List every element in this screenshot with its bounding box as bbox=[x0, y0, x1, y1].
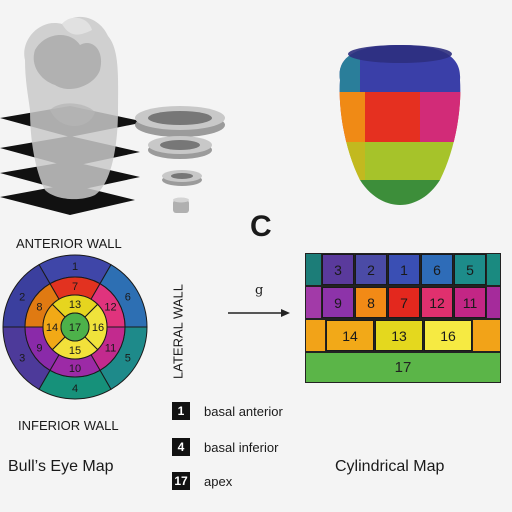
cyl-cell-12: 12 bbox=[421, 287, 453, 318]
cyl-cell-14: 14 bbox=[326, 320, 374, 351]
cyl-row-apical: 14 13 16 bbox=[306, 320, 500, 351]
panel-letter: C bbox=[250, 210, 272, 243]
bullseye-label-8: 8 bbox=[36, 302, 42, 314]
cyl-cell-9: 9 bbox=[322, 287, 354, 318]
legend-key: 1 bbox=[172, 402, 190, 420]
heart-mesh bbox=[24, 16, 119, 200]
cyl-cell-edge bbox=[487, 254, 500, 285]
cyl-cell-edge bbox=[473, 320, 500, 351]
bullseye-label-2: 2 bbox=[19, 292, 25, 304]
bullseye-label-14: 14 bbox=[46, 322, 58, 334]
legend-text: basal inferior bbox=[204, 440, 279, 455]
cyl-cell-edge bbox=[306, 287, 321, 318]
legend-key: 17 bbox=[172, 472, 190, 490]
cylindrical-caption: Cylindrical Map bbox=[335, 458, 445, 475]
cyl-cell-1: 1 bbox=[388, 254, 420, 285]
cyl-cell-2: 2 bbox=[355, 254, 387, 285]
cyl-cell-edge bbox=[487, 287, 500, 318]
bullseye-label-4: 4 bbox=[72, 383, 78, 395]
legend-item: 4 basal inferior bbox=[172, 438, 372, 458]
cyl-cell-3: 3 bbox=[322, 254, 354, 285]
cyl-cell-5: 5 bbox=[454, 254, 486, 285]
bullseye-label-15: 15 bbox=[69, 345, 81, 357]
bullseye-label-9: 9 bbox=[36, 343, 42, 355]
bullseye-label-16: 16 bbox=[92, 322, 104, 334]
cyl-cell-8: 8 bbox=[355, 287, 387, 318]
legend-item: 1 basal anterior bbox=[172, 402, 372, 422]
bullseye-label-17: 17 bbox=[69, 322, 81, 334]
bullseye-label-1: 1 bbox=[72, 261, 78, 273]
cyl-row-mid: 9 8 7 12 11 bbox=[306, 287, 500, 318]
cyl-cell-16: 16 bbox=[424, 320, 472, 351]
cyl-cell-edge bbox=[306, 254, 321, 285]
bullseye-label-10: 10 bbox=[69, 363, 81, 375]
legend-key: 4 bbox=[172, 438, 190, 456]
bullseye-label-3: 3 bbox=[19, 353, 25, 365]
bullseye-label-13: 13 bbox=[69, 299, 81, 311]
bullseye-label-11: 11 bbox=[105, 343, 116, 355]
bullseye-label-5: 5 bbox=[125, 353, 131, 365]
cyl-cell-edge bbox=[306, 320, 325, 351]
cyl-cell-6: 6 bbox=[421, 254, 453, 285]
cyl-cell-apex: 17 bbox=[306, 353, 500, 382]
ring-slices bbox=[135, 106, 225, 213]
arrow-label: g bbox=[255, 283, 264, 298]
legend-item: 17 apex bbox=[172, 472, 372, 492]
legend-text: apex bbox=[204, 474, 233, 489]
bullseye-label-12: 12 bbox=[104, 302, 116, 314]
cyl-cell-11: 11 bbox=[454, 287, 486, 318]
bullseye-caption: Bull’s Eye Map bbox=[8, 458, 114, 475]
bullseye-label-7: 7 bbox=[72, 281, 78, 293]
bullseye-apex bbox=[60, 312, 90, 342]
inferior-wall-label: INFERIOR WALL bbox=[18, 418, 119, 433]
cyl-cell-13: 13 bbox=[375, 320, 423, 351]
bullseye-label-6: 6 bbox=[125, 292, 131, 304]
heart-slices-illustration bbox=[0, 16, 461, 215]
legend-text: basal anterior bbox=[204, 404, 283, 419]
cyl-cell-7: 7 bbox=[388, 287, 420, 318]
anterior-wall-label: ANTERIOR WALL bbox=[16, 236, 122, 251]
